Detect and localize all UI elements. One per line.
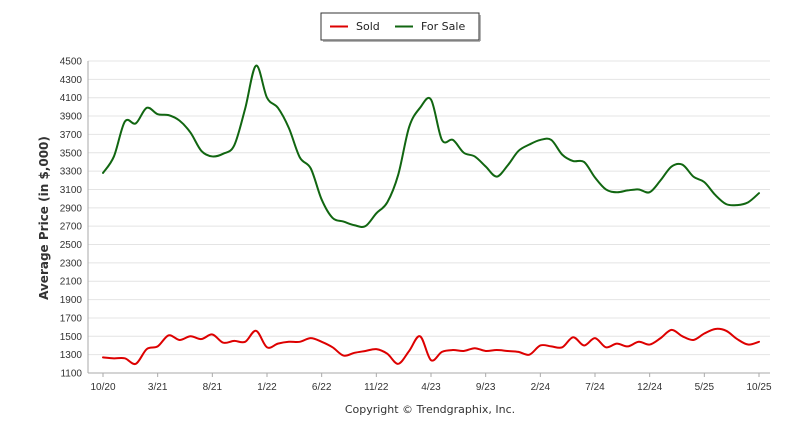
- x-tick-labels: 10/20 3/21 8/21 1/22 6/22 11/22 4/23 9/23 2/24 7/…: [90, 382, 771, 393]
- x-tick-label-2-24: 2/24: [531, 382, 551, 393]
- x-tick-label-6-22: 6/22: [312, 382, 332, 393]
- x-tick-label-1-22: 1/22: [257, 382, 277, 393]
- y-tick-label-2300: 2300: [60, 258, 83, 269]
- x-tick-label-8-21: 8/21: [203, 382, 223, 393]
- y-tick-label-2900: 2900: [60, 203, 83, 214]
- y-tick-label-1700: 1700: [60, 313, 83, 324]
- legend-label-for-sale: For Sale: [421, 20, 465, 33]
- y-tick-label-1100: 1100: [60, 369, 82, 380]
- x-tick-label-4-23: 4/23: [421, 382, 441, 393]
- y-tick-label-3700: 3700: [60, 130, 83, 141]
- x-tick-label-10-20: 10/20: [90, 382, 115, 393]
- x-tick-label-10-25: 10/25: [746, 382, 771, 393]
- legend-label-sold: Sold: [356, 20, 380, 33]
- y-tick-label-1300: 1300: [60, 350, 83, 361]
- y-tick-label-4300: 4300: [60, 75, 83, 86]
- series-lines: [102, 64, 760, 366]
- x-tick-label-5-25: 5/25: [695, 382, 715, 393]
- gridlines: [88, 60, 770, 374]
- y-axis-label: Average Price (in $,000): [37, 136, 51, 300]
- x-tick-label-3-21: 3/21: [148, 382, 168, 393]
- series-line-for-sale: [102, 64, 760, 228]
- x-tick-label-7-24: 7/24: [585, 382, 605, 393]
- x-tick-label-12-24: 12/24: [637, 382, 662, 393]
- series-line-sold: [102, 327, 760, 366]
- y-tick-label-2700: 2700: [60, 222, 83, 233]
- y-tick-label-1900: 1900: [60, 295, 83, 306]
- y-tick-label-4100: 4100: [60, 93, 83, 104]
- y-tick-label-4500: 4500: [60, 57, 83, 68]
- legend: Sold For Sale: [320, 12, 481, 42]
- x-tick-label-9-23: 9/23: [476, 382, 496, 393]
- y-tick-label-3300: 3300: [60, 167, 83, 178]
- y-tick-label-2500: 2500: [60, 240, 83, 251]
- x-tick-label-11-22: 11/22: [364, 382, 389, 393]
- y-tick-label-2100: 2100: [60, 277, 83, 288]
- y-tick-label-1500: 1500: [60, 332, 83, 343]
- y-tick-label-3900: 3900: [60, 112, 83, 123]
- axes: [87, 61, 770, 377]
- y-tick-label-3500: 3500: [60, 148, 83, 159]
- copyright-text: Copyright © Trendgraphix, Inc.: [345, 403, 515, 416]
- y-tick-label-3100: 3100: [60, 185, 83, 196]
- y-tick-labels: 1100 1300 1500 1700 1900 2100 2300 2500 2700 2900…: [60, 57, 83, 380]
